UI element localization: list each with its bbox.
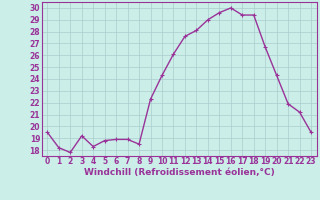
X-axis label: Windchill (Refroidissement éolien,°C): Windchill (Refroidissement éolien,°C) <box>84 168 275 177</box>
